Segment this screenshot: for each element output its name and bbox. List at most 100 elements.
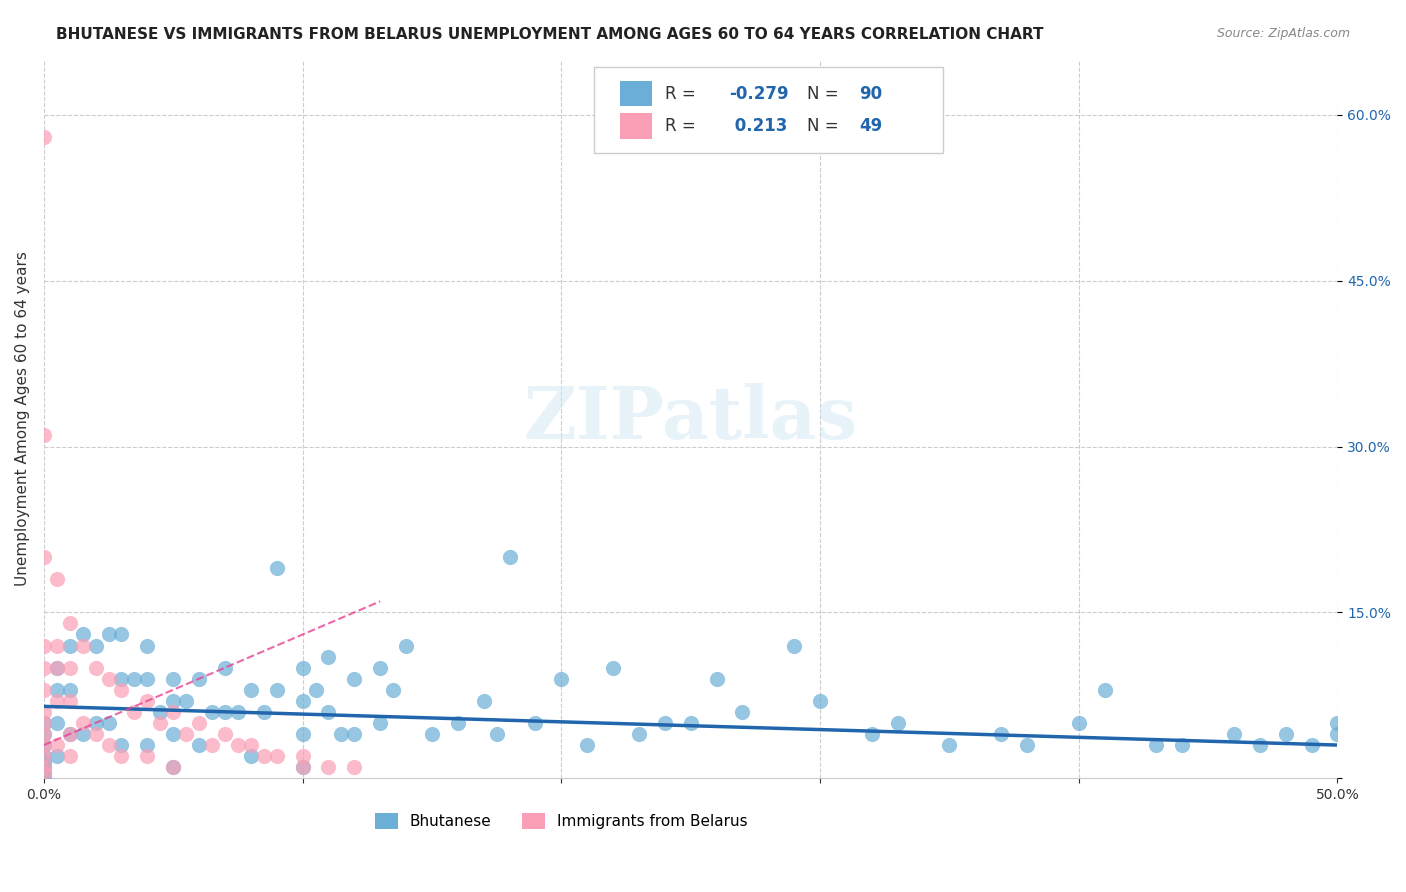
Point <box>59 661 82 675</box>
Text: BHUTANESE VS IMMIGRANTS FROM BELARUS UNEMPLOYMENT AMONG AGES 60 TO 64 YEARS CORR: BHUTANESE VS IMMIGRANTS FROM BELARUS UNE… <box>56 27 1043 42</box>
Point <box>72 727 94 741</box>
Point <box>886 715 908 730</box>
Point <box>45 715 67 730</box>
Point <box>1301 738 1323 752</box>
Point <box>32 715 55 730</box>
Point <box>32 727 55 741</box>
Point <box>188 715 211 730</box>
Y-axis label: Unemployment Among Ages 60 to 64 years: Unemployment Among Ages 60 to 64 years <box>15 252 30 586</box>
Point <box>45 694 67 708</box>
Point <box>45 661 67 675</box>
Point <box>32 760 55 774</box>
Text: R =: R = <box>665 117 700 135</box>
Point <box>420 727 443 741</box>
Point <box>368 661 391 675</box>
Point <box>472 694 495 708</box>
Point <box>214 661 236 675</box>
Text: ZIPatlas: ZIPatlas <box>523 384 858 454</box>
Point <box>97 715 120 730</box>
Point <box>654 715 676 730</box>
Point <box>318 649 340 664</box>
Point <box>45 738 67 752</box>
Point <box>214 705 236 719</box>
Point <box>45 661 67 675</box>
Point <box>136 672 159 686</box>
Point <box>32 715 55 730</box>
Point <box>59 682 82 697</box>
Point <box>59 616 82 631</box>
Point <box>291 760 314 774</box>
Point <box>59 727 82 741</box>
Point <box>1015 738 1038 752</box>
Point <box>395 639 418 653</box>
Point <box>32 661 55 675</box>
Point <box>343 727 366 741</box>
Point <box>84 639 107 653</box>
Point <box>110 682 132 697</box>
Point <box>110 627 132 641</box>
Point <box>1223 727 1246 741</box>
Point <box>783 639 806 653</box>
Point <box>97 738 120 752</box>
Point <box>72 715 94 730</box>
Point <box>731 705 754 719</box>
Point <box>239 738 262 752</box>
Point <box>59 639 82 653</box>
Legend: Bhutanese, Immigrants from Belarus: Bhutanese, Immigrants from Belarus <box>368 807 754 835</box>
Point <box>162 705 184 719</box>
Text: 0.213: 0.213 <box>730 117 787 135</box>
Point <box>447 715 470 730</box>
Point <box>550 672 572 686</box>
Text: Source: ZipAtlas.com: Source: ZipAtlas.com <box>1216 27 1350 40</box>
Point <box>226 738 249 752</box>
Point <box>291 661 314 675</box>
Point <box>1249 738 1271 752</box>
Point <box>576 738 599 752</box>
Point <box>1274 727 1296 741</box>
Point <box>304 682 326 697</box>
Point <box>1326 715 1348 730</box>
Point <box>291 694 314 708</box>
Point <box>84 661 107 675</box>
Point <box>291 727 314 741</box>
Point <box>1094 682 1116 697</box>
Point <box>239 749 262 764</box>
Point <box>382 682 405 697</box>
Point <box>124 672 146 686</box>
Point <box>162 727 184 741</box>
Point <box>1067 715 1090 730</box>
Point <box>32 428 55 442</box>
Point <box>266 682 288 697</box>
Point <box>32 765 55 780</box>
Point <box>149 705 172 719</box>
Text: 49: 49 <box>859 117 882 135</box>
Text: N =: N = <box>807 117 844 135</box>
Point <box>253 705 276 719</box>
FancyBboxPatch shape <box>620 81 652 106</box>
Point <box>59 727 82 741</box>
Point <box>679 715 702 730</box>
Point <box>97 627 120 641</box>
Point <box>291 749 314 764</box>
Point <box>524 715 547 730</box>
Point <box>938 738 960 752</box>
Point <box>174 727 197 741</box>
Point <box>59 749 82 764</box>
Point <box>72 627 94 641</box>
Point <box>1171 738 1194 752</box>
Point <box>32 749 55 764</box>
Point <box>188 738 211 752</box>
Point <box>318 760 340 774</box>
Point <box>32 639 55 653</box>
Point <box>291 760 314 774</box>
Point <box>136 694 159 708</box>
Point <box>162 672 184 686</box>
Point <box>162 760 184 774</box>
FancyBboxPatch shape <box>593 67 943 153</box>
Point <box>124 705 146 719</box>
Point <box>45 572 67 586</box>
Point <box>32 765 55 780</box>
Point <box>45 682 67 697</box>
Point <box>201 738 224 752</box>
Point <box>253 749 276 764</box>
